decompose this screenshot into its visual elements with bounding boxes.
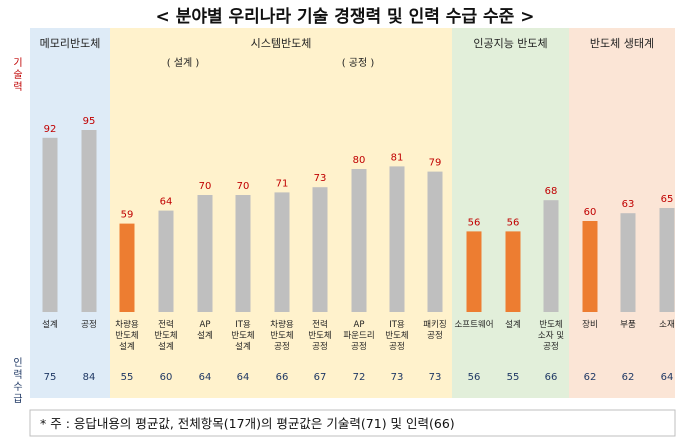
- group-label: 시스템반도체: [251, 37, 312, 50]
- axis-labels: 기 술 력인 력 수 급: [13, 57, 22, 405]
- labor-value: 67: [314, 372, 327, 383]
- bar: [42, 137, 58, 312]
- labor-value: 66: [276, 372, 289, 383]
- tick-label: 장비: [582, 319, 598, 330]
- tick-label: 전력 반도체 공정: [308, 319, 331, 352]
- labor-value: 64: [661, 372, 674, 383]
- labor-value: 64: [237, 372, 250, 383]
- bar: [81, 130, 97, 312]
- footnote: * 주 : 응답내용의 평균값, 전체항목(17개)의 평균값은 기술력(71)…: [40, 416, 455, 431]
- tick-label: 소프트웨어: [454, 319, 493, 330]
- data-label: 92: [44, 124, 57, 135]
- labels: 메모리반도체 시스템반도체 인공지능 반도체 반도체 생태계 ( 설계 ) ( 공정 ) 9…: [40, 37, 675, 383]
- group-label: 인공지능 반도체: [473, 37, 547, 50]
- labor-value: 84: [83, 372, 96, 383]
- bar: [543, 200, 559, 312]
- bar: [427, 171, 443, 312]
- bar: [235, 195, 251, 312]
- tick-label: 공정: [81, 319, 97, 330]
- group-label: 메모리반도체: [40, 37, 101, 50]
- tick-label: 전력 반도체 설계: [154, 319, 177, 352]
- tick-label: 반도체 소자 및 공정: [538, 319, 564, 352]
- tick-label: 소재: [659, 320, 675, 330]
- group-background: [30, 28, 110, 398]
- data-label: 65: [661, 194, 674, 205]
- bar: [197, 195, 213, 312]
- labor-value: 55: [121, 372, 134, 383]
- labor-value: 55: [507, 372, 520, 383]
- bar: [620, 213, 636, 312]
- tick-label: 패키징 공정: [423, 319, 446, 341]
- data-label: 79: [429, 158, 442, 169]
- data-label: 63: [622, 199, 635, 210]
- tick-label: 차량용 반도체 설계: [115, 319, 139, 352]
- labor-value: 75: [44, 372, 57, 383]
- bar: [351, 169, 367, 312]
- labor-value: 73: [429, 372, 442, 383]
- data-label: 70: [199, 181, 212, 192]
- tick-label: 부품: [620, 320, 636, 330]
- group-background: [569, 28, 675, 398]
- labor-value: 73: [391, 372, 404, 383]
- data-label: 81: [391, 152, 404, 163]
- labor-value: 66: [545, 372, 558, 383]
- tick-label: AP 파운드리 공정: [343, 320, 374, 352]
- bars: [42, 130, 675, 312]
- bar: [389, 166, 405, 312]
- data-label: 95: [83, 116, 96, 127]
- data-label: 64: [160, 197, 173, 208]
- footnote-box: [29, 409, 676, 437]
- bar: [505, 231, 521, 312]
- bar: [274, 192, 290, 312]
- labor-value: 60: [160, 372, 173, 383]
- labor-value: 62: [584, 372, 597, 383]
- data-label: 71: [276, 178, 289, 189]
- tick-label: 차량용 반도체 공정: [270, 319, 294, 352]
- data-label: 59: [121, 210, 134, 221]
- data-label: 70: [237, 181, 250, 192]
- data-label: 68: [545, 186, 558, 197]
- chart-title: < 분야별 우리나라 기술 경쟁력 및 인력 수급 수준 >: [156, 7, 535, 27]
- tick-label: 설계: [42, 319, 58, 330]
- tick-label: IT용 반도체 설계: [231, 320, 254, 352]
- bar: [158, 210, 174, 312]
- data-label: 60: [584, 207, 597, 218]
- labor-value: 62: [622, 372, 635, 383]
- group-label: 반도체 생태계: [590, 37, 654, 50]
- tick-label: AP 설계: [197, 320, 213, 341]
- tick-label: 설계: [505, 319, 521, 330]
- bar: [119, 223, 135, 312]
- data-label: 80: [353, 155, 366, 166]
- subgroup-label: ( 공정 ): [342, 57, 375, 69]
- bar: [582, 221, 598, 312]
- labor-value: 72: [353, 372, 366, 383]
- bar: [312, 187, 328, 312]
- tick-label: IT용 반도체 공정: [385, 320, 408, 352]
- bar: [466, 231, 482, 312]
- subgroup-label: ( 설계 ): [167, 57, 200, 69]
- labor-value: 64: [199, 372, 212, 383]
- bar: [659, 208, 675, 312]
- labor-value: 56: [468, 372, 481, 383]
- data-label: 56: [468, 217, 481, 228]
- data-label: 56: [507, 217, 520, 228]
- data-label: 73: [314, 173, 327, 184]
